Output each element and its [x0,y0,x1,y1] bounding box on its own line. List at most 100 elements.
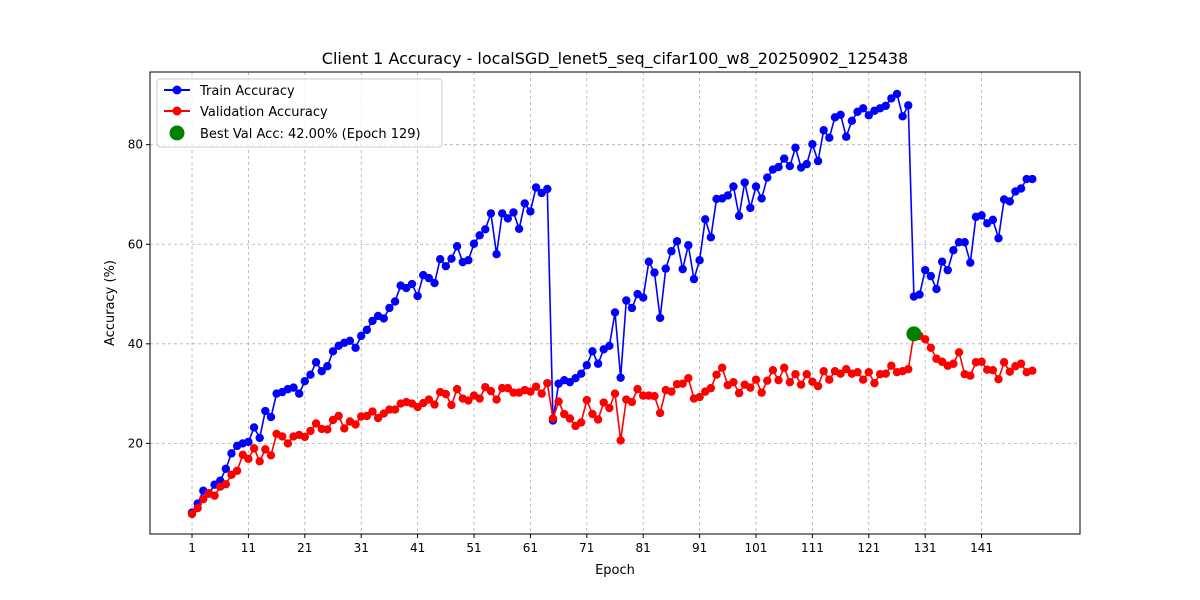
best-val-marker [906,326,922,342]
train-accuracy-point [763,173,772,182]
train-accuracy-point [531,183,541,192]
legend-validation-marker [172,106,182,116]
validation-accuracy-point [210,491,219,500]
train-accuracy-point [481,225,490,234]
y-tick-label: 20 [128,436,143,450]
y-axis-label: Accuracy (%) [103,260,118,346]
train-accuracy-point [622,296,631,305]
train-accuracy-point [328,347,338,356]
validation-accuracy-point [503,383,513,393]
train-accuracy-point [847,116,857,125]
train-accuracy-point [988,215,998,225]
validation-accuracy-point [599,398,608,407]
validation-accuracy-point [988,366,998,375]
train-accuracy-point [294,389,304,398]
validation-accuracy-point [261,445,270,454]
validation-accuracy-point [706,383,716,393]
x-tick-label: 11 [241,541,256,555]
validation-accuracy-point [340,424,349,433]
train-accuracy-point [791,143,800,152]
x-tick-label: 1 [188,541,196,555]
train-accuracy-point [407,279,417,289]
validation-accuracy-point [452,384,462,394]
validation-accuracy-point [864,368,873,377]
validation-accuracy-point [390,405,400,414]
train-accuracy-point [667,247,676,256]
train-accuracy-point [994,234,1003,243]
validation-accuracy-point [306,426,315,436]
train-accuracy-point [746,203,755,213]
validation-accuracy-point [616,436,625,445]
validation-accuracy-point [768,366,778,375]
train-accuracy-point [464,255,473,265]
validation-accuracy-point [633,384,642,394]
x-tick-label: 111 [801,541,824,555]
validation-accuracy-point [588,409,597,419]
validation-accuracy-point [904,365,913,374]
train-accuracy-point [723,191,732,200]
train-accuracy-point [802,159,811,169]
validation-accuracy-point [531,382,541,391]
validation-accuracy-point [853,368,862,377]
train-accuracy-point [345,336,355,346]
train-accuracy-point [639,293,648,302]
train-accuracy-point [616,373,625,382]
train-accuracy-point [323,362,332,371]
train-accuracy-point [960,238,969,247]
validation-accuracy-point [627,397,637,407]
validation-accuracy-point [199,494,208,504]
train-accuracy-point [774,162,783,172]
validation-accuracy-point [813,381,823,391]
validation-accuracy-point [193,503,202,513]
train-accuracy-point [289,383,298,392]
series-layer [187,89,1037,519]
train-accuracy-point [520,199,529,208]
train-accuracy-point [757,194,766,203]
validation-accuracy-point [695,392,704,402]
validation-accuracy-point [763,376,772,385]
train-accuracy-point [943,265,952,275]
validation-accuracy-point [785,377,795,387]
y-tick-label: 40 [128,337,143,351]
validation-accuracy-point [684,373,693,383]
train-accuracy-point [751,182,761,191]
train-accuracy-point [385,303,394,313]
train-accuracy-point [932,284,941,294]
plot-frame [149,71,1081,535]
legend-best-marker [169,125,185,141]
train-accuracy-point [819,126,828,135]
validation-accuracy-point [926,343,936,353]
train-accuracy-point [610,308,620,317]
train-accuracy-point [842,132,851,141]
train-accuracy-point [526,207,535,216]
train-accuracy-point [734,211,744,221]
train-accuracy-point [576,369,586,378]
train-accuracy-point [514,224,524,234]
train-accuracy-point [582,361,591,370]
validation-accuracy-point [977,357,986,366]
validation-accuracy-point [593,415,603,424]
train-accuracy-point [898,112,907,121]
train-accuracy-point [904,101,913,110]
validation-accuracy-point [543,378,552,388]
validation-accuracy-point [548,414,558,423]
validation-accuracy-point [802,369,811,379]
validation-accuracy-point [712,370,721,379]
validation-accuracy-point [881,369,890,378]
validation-accuracy-point [526,387,535,396]
train-accuracy-point [311,358,321,367]
validation-accuracy-point [667,387,676,396]
validation-accuracy-point [825,375,834,384]
train-accuracy-point [920,265,930,275]
train-accuracy-point [475,231,484,240]
train-accuracy-point [655,313,665,323]
x-tick-label: 41 [410,541,425,555]
validation-accuracy-point [994,374,1003,384]
train-accuracy-point [543,184,552,194]
train-accuracy-point [317,367,326,376]
axes-layer: 1 11 21 31 41 51 61 71 81 91 101 111 121 131 141204060… [128,138,993,555]
validation-accuracy-point [244,454,253,464]
validation-accuracy-point [791,369,800,379]
validation-accuracy-point [537,389,546,398]
train-accuracy-point [892,89,902,99]
